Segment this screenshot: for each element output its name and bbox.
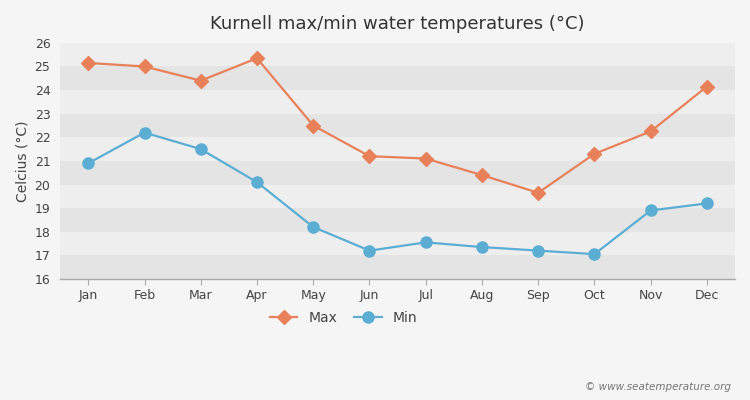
Max — [365, 154, 374, 158]
Line: Min: Min — [82, 127, 712, 260]
Min — [253, 180, 262, 184]
Min — [478, 245, 487, 250]
Min — [309, 225, 318, 230]
Line: Max: Max — [83, 53, 712, 198]
Bar — [60, 137, 735, 161]
Min — [422, 240, 430, 245]
Min — [365, 248, 374, 253]
Min — [534, 248, 543, 253]
Legend: Max, Min: Max, Min — [264, 306, 423, 331]
Bar — [60, 232, 735, 255]
Max — [534, 190, 543, 195]
Max — [84, 60, 93, 65]
Max — [590, 152, 599, 156]
Min — [646, 208, 656, 213]
Max — [478, 173, 487, 178]
Min — [196, 147, 206, 152]
Bar — [60, 208, 735, 232]
Min — [140, 130, 149, 135]
Bar — [60, 161, 735, 184]
Bar — [60, 255, 735, 279]
Bar — [60, 43, 735, 66]
Bar — [60, 114, 735, 137]
Max — [646, 129, 656, 134]
Max — [422, 156, 430, 161]
Max — [703, 84, 712, 89]
Bar — [60, 66, 735, 90]
Max — [196, 78, 206, 83]
Max — [140, 64, 149, 69]
Title: Kurnell max/min water temperatures (°C): Kurnell max/min water temperatures (°C) — [210, 15, 585, 33]
Max — [309, 123, 318, 128]
Text: © www.seatemperature.org: © www.seatemperature.org — [585, 382, 731, 392]
Max — [253, 56, 262, 61]
Min — [590, 252, 599, 256]
Y-axis label: Celcius (°C): Celcius (°C) — [15, 120, 29, 202]
Bar — [60, 184, 735, 208]
Min — [84, 161, 93, 166]
Min — [703, 201, 712, 206]
Bar — [60, 90, 735, 114]
